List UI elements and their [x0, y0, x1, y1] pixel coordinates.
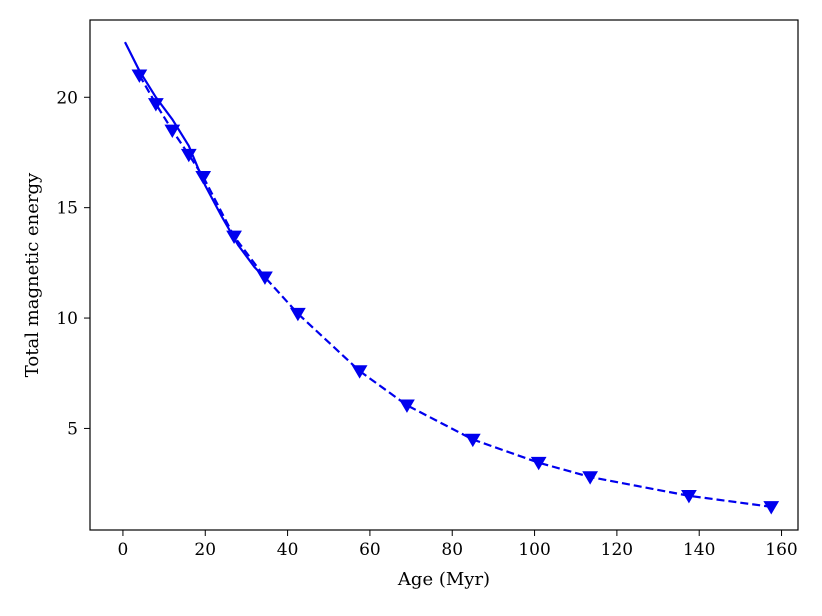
x-tick-label: 20	[194, 540, 216, 560]
x-tick-label: 40	[277, 540, 299, 560]
y-tick-label: 10	[56, 309, 78, 329]
data-point-marker	[399, 399, 415, 413]
data-point-marker	[147, 98, 164, 112]
x-tick-label: 0	[118, 540, 129, 560]
y-tick-label: 15	[56, 199, 78, 219]
x-axis-ticks: 0 20 40 60 80 100 120 140 160	[118, 530, 798, 560]
data-point-marker	[763, 501, 780, 515]
data-point-marker	[164, 124, 181, 139]
solid-series-line	[124, 41, 268, 282]
data-point-marker	[257, 271, 273, 285]
data-point-marker	[464, 433, 481, 448]
x-tick-label: 80	[441, 540, 463, 560]
data-point-marker	[195, 171, 212, 185]
x-axis-label: Age (Myr)	[397, 569, 490, 590]
y-axis-label: Total magnetic energy	[22, 172, 43, 377]
x-tick-label: 140	[683, 540, 715, 560]
data-point-marker	[530, 456, 547, 471]
x-tick-label: 120	[601, 540, 633, 560]
plot-frame	[89, 19, 799, 531]
x-tick-label: 160	[765, 540, 797, 560]
y-tick-label: 20	[56, 88, 78, 108]
data-point-marker	[351, 365, 368, 379]
data-point-marker	[226, 230, 242, 244]
data-point-marker	[681, 490, 697, 504]
y-tick-label: 5	[67, 419, 78, 439]
x-tick-label: 60	[359, 540, 381, 560]
y-axis-ticks: 5 10 15 20	[56, 88, 90, 439]
series-layer	[124, 41, 780, 515]
data-point-marker	[289, 307, 306, 322]
data-point-marker	[180, 148, 197, 163]
data-point-marker	[131, 69, 148, 83]
x-tick-label: 100	[518, 540, 550, 560]
data-point-marker	[582, 471, 599, 485]
dashed-series-line	[138, 74, 772, 508]
